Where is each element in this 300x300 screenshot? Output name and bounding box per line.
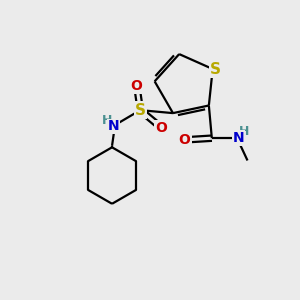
Text: O: O: [130, 80, 142, 93]
Text: H: H: [238, 125, 249, 138]
Text: H: H: [101, 114, 112, 127]
Text: O: O: [178, 133, 190, 147]
Text: N: N: [108, 119, 119, 134]
Text: S: S: [210, 61, 221, 76]
Text: O: O: [155, 121, 167, 135]
Text: N: N: [233, 131, 244, 145]
Text: S: S: [135, 103, 146, 118]
